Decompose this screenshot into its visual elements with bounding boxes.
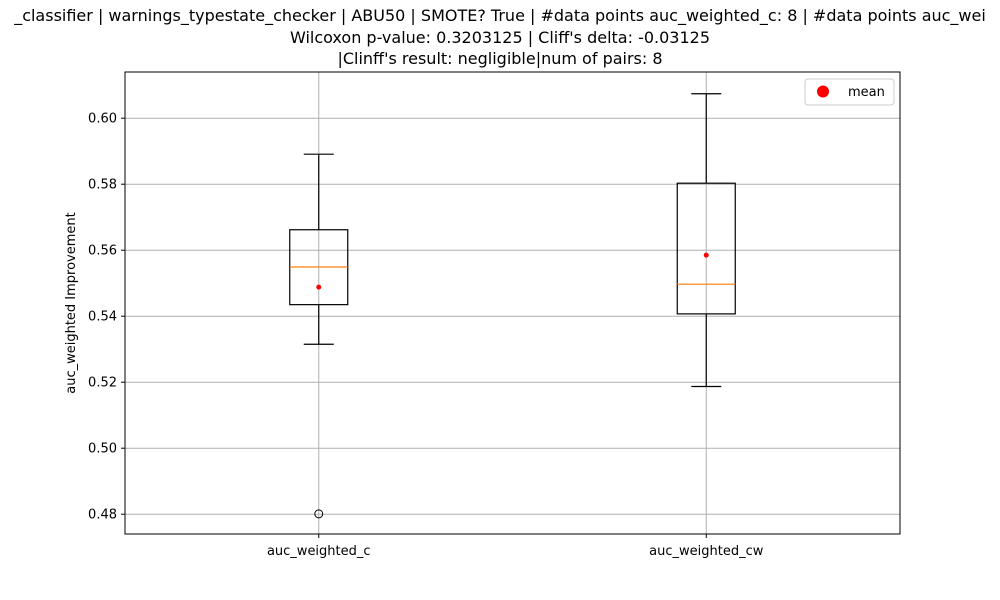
x-tick-label: auc_weighted_c bbox=[267, 544, 371, 559]
chart-title-line-1: _classifier | warnings_typestate_checker… bbox=[14, 6, 986, 25]
y-tick-label: 0.48 bbox=[88, 508, 117, 523]
y-tick-label: 0.50 bbox=[88, 442, 117, 457]
legend-mean-marker bbox=[817, 85, 829, 98]
mean-marker bbox=[703, 252, 709, 258]
y-tick-label: 0.56 bbox=[88, 244, 117, 259]
chart-title-line-3: |Clinff's result: negligible|num of pair… bbox=[337, 49, 663, 68]
box-auc_weighted_c bbox=[289, 153, 349, 519]
grid-layer bbox=[125, 72, 900, 534]
x-axis: auc_weighted_c auc_weighted_cw bbox=[267, 534, 764, 559]
x-tick-label: auc_weighted_cw bbox=[649, 544, 764, 559]
box-auc_weighted_cw bbox=[676, 93, 736, 388]
y-tick-label: 0.54 bbox=[88, 310, 117, 325]
legend-mean-label: mean bbox=[848, 85, 885, 100]
iqr-box bbox=[676, 182, 736, 315]
legend: mean bbox=[804, 78, 895, 106]
y-axis-label: auc_weighted Improvement bbox=[64, 212, 79, 394]
y-tick-label: 0.52 bbox=[88, 376, 117, 391]
legend-frame bbox=[804, 78, 895, 106]
y-axis: 0.48 0.50 0.52 0.54 0.56 0.58 0.60 bbox=[88, 112, 125, 523]
chart-title-line-2: Wilcoxon p-value: 0.3203125 | Cliff's de… bbox=[289, 28, 711, 47]
box-layer bbox=[289, 93, 736, 519]
y-tick-label: 0.60 bbox=[88, 112, 117, 127]
mean-marker bbox=[316, 284, 322, 290]
y-tick-label: 0.58 bbox=[88, 178, 117, 193]
outlier-point bbox=[314, 509, 324, 519]
plot-frame bbox=[124, 71, 901, 535]
